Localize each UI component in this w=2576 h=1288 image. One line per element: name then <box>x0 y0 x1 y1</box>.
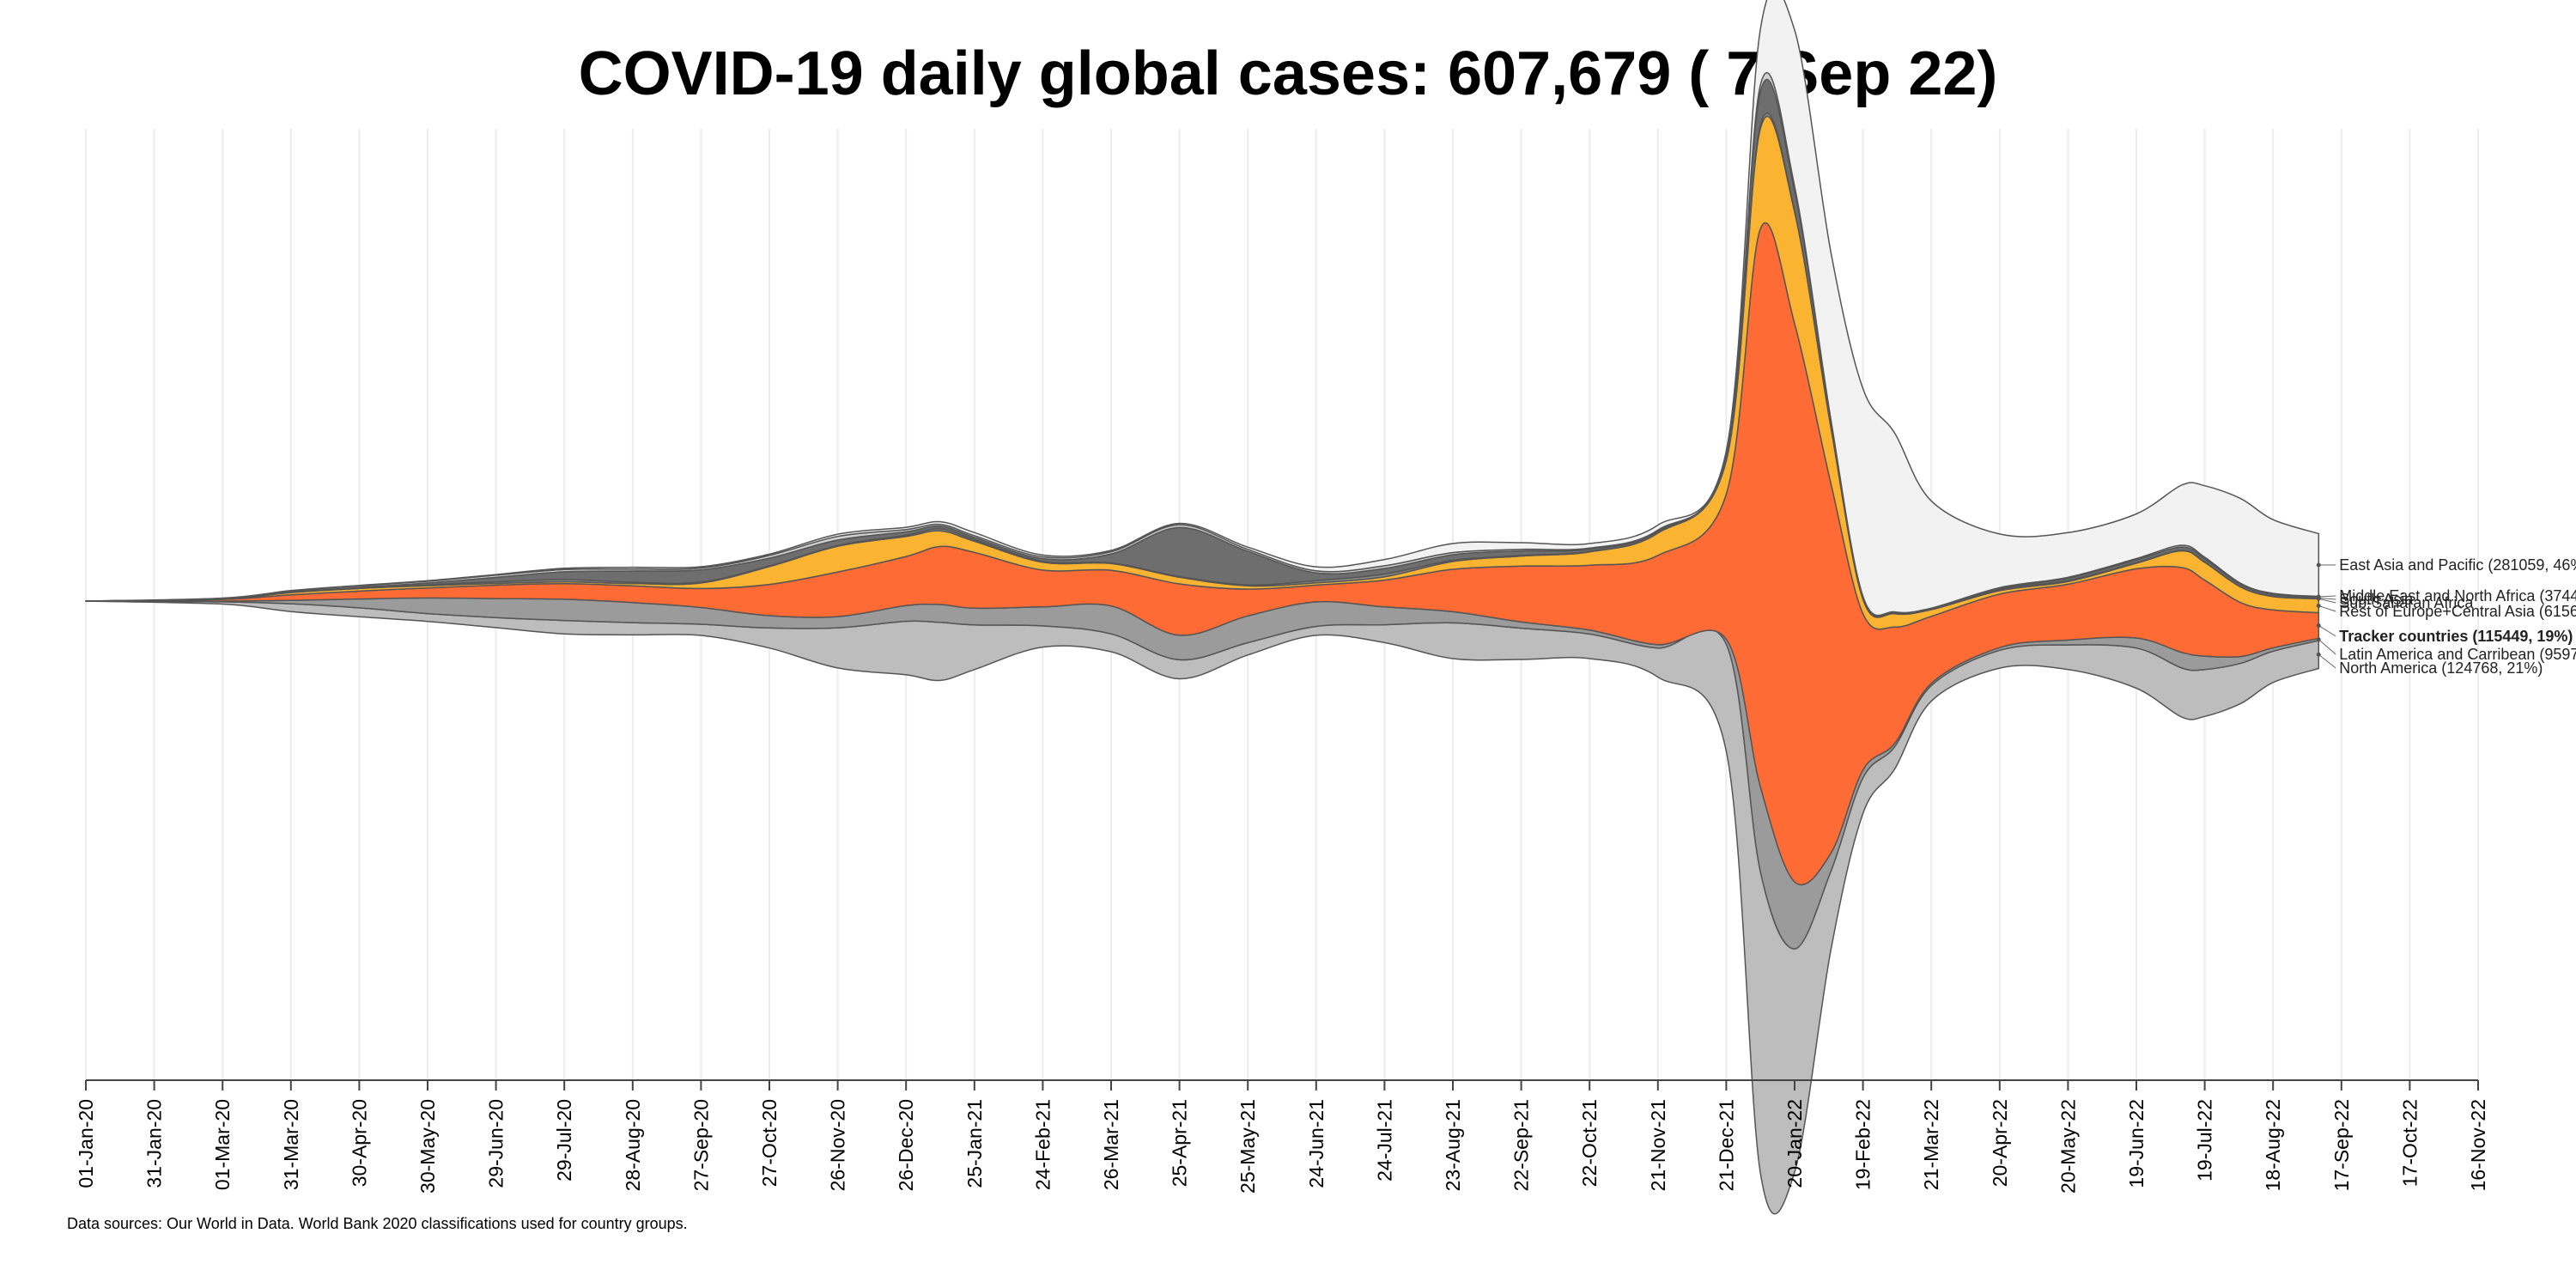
series-label: East Asia and Pacific (281059, 46%) <box>2339 556 2576 574</box>
series-label: Sub-Saharan Africa <box>2339 594 2474 611</box>
series-label-point <box>2316 603 2321 608</box>
x-tick-label: 21-Dec-21 <box>1715 1099 1737 1191</box>
x-tick-label: 20-Apr-22 <box>1989 1099 2011 1187</box>
x-tick-label: 27-Sep-20 <box>690 1099 712 1191</box>
x-tick-label: 01-Mar-20 <box>211 1099 234 1190</box>
stream-layers <box>85 0 2320 1215</box>
x-tick-label: 19-Feb-22 <box>1852 1099 1874 1190</box>
series-label-leader <box>2318 625 2336 637</box>
x-tick-label: 28-Aug-20 <box>622 1099 644 1191</box>
x-tick-label: 31-Jan-20 <box>143 1099 166 1188</box>
series-label: North America (124768, 21%) <box>2339 659 2543 677</box>
series-label-point <box>2316 623 2321 628</box>
x-tick-label: 23-Aug-21 <box>1442 1099 1464 1191</box>
x-tick-label: 26-Mar-21 <box>1100 1099 1122 1190</box>
series-label-point <box>2316 594 2321 599</box>
x-tick-label: 29-Jun-20 <box>485 1099 507 1188</box>
x-tick-label: 24-Feb-21 <box>1031 1099 1054 1190</box>
series-label-leader <box>2318 597 2336 600</box>
series-label: Latin America and Carribean (9597, 2%) <box>2339 646 2576 663</box>
x-tick-label: 17-Sep-22 <box>2330 1099 2353 1191</box>
x-tick-label: 19-Jul-22 <box>2194 1099 2216 1182</box>
x-tick-label: 24-Jun-21 <box>1305 1099 1327 1188</box>
x-tick-label: 16-Nov-22 <box>2467 1099 2489 1191</box>
x-tick-label: 20-Jan-22 <box>1783 1099 1806 1188</box>
series-label-leader <box>2318 653 2336 669</box>
x-tick-label: 26-Dec-20 <box>895 1099 917 1191</box>
series-label-leader <box>2318 605 2336 612</box>
x-tick-label: 20-May-22 <box>2057 1099 2079 1194</box>
x-tick-label: 31-Mar-20 <box>280 1099 302 1190</box>
series-label-point <box>2316 652 2321 657</box>
x-tick-label: 17-Oct-22 <box>2398 1099 2421 1187</box>
x-tick-label: 22-Oct-21 <box>1578 1099 1601 1187</box>
x-tick-label: 21-Nov-21 <box>1647 1099 1669 1191</box>
x-tick-label: 27-Oct-20 <box>758 1099 781 1187</box>
x-tick-label: 24-Jul-21 <box>1373 1099 1395 1182</box>
series-label: Middle East and North Africa (3744, 1%) <box>2339 587 2576 605</box>
x-tick-label: 25-Apr-21 <box>1169 1099 1191 1187</box>
x-tick-label: 30-May-20 <box>416 1099 439 1194</box>
x-tick-label: 30-Apr-20 <box>348 1099 370 1187</box>
x-tick-label: 01-Jan-20 <box>75 1099 97 1188</box>
x-tick-label: 21-Mar-22 <box>1920 1099 1942 1190</box>
x-tick-label: 22-Sep-21 <box>1510 1099 1533 1191</box>
x-tick-label: 19-Jun-22 <box>2125 1099 2148 1188</box>
x-tick-label: 25-Jan-21 <box>963 1099 986 1188</box>
series-label: Tracker countries (115449, 19%) <box>2339 628 2573 645</box>
x-axis: 01-Jan-20 31-Jan-20 01-Mar-20 31-Mar-20 30-A… <box>75 1079 2489 1194</box>
series-label: Rest of Europe+Central Asia (61561, 10%) <box>2339 603 2576 620</box>
x-tick-label: 26-Nov-20 <box>827 1099 849 1191</box>
x-tick-label: 25-May-21 <box>1236 1099 1259 1194</box>
series-labels: North America (124768, 21%)Latin America… <box>2316 556 2576 677</box>
series-label-leader <box>2318 598 2336 604</box>
series-label-point <box>2316 562 2321 568</box>
series-label-point <box>2316 637 2321 642</box>
series-label: South Asia <box>2339 591 2414 608</box>
series-label-leader <box>2318 595 2336 598</box>
x-tick-label: 18-Aug-22 <box>2262 1099 2284 1191</box>
x-tick-label: 29-Jul-20 <box>553 1099 575 1182</box>
series-label-leader <box>2318 639 2336 655</box>
stream-layer-east-asia-and-pacific <box>85 0 2320 617</box>
source-note: Data sources: Our World in Data. World B… <box>67 1215 688 1232</box>
